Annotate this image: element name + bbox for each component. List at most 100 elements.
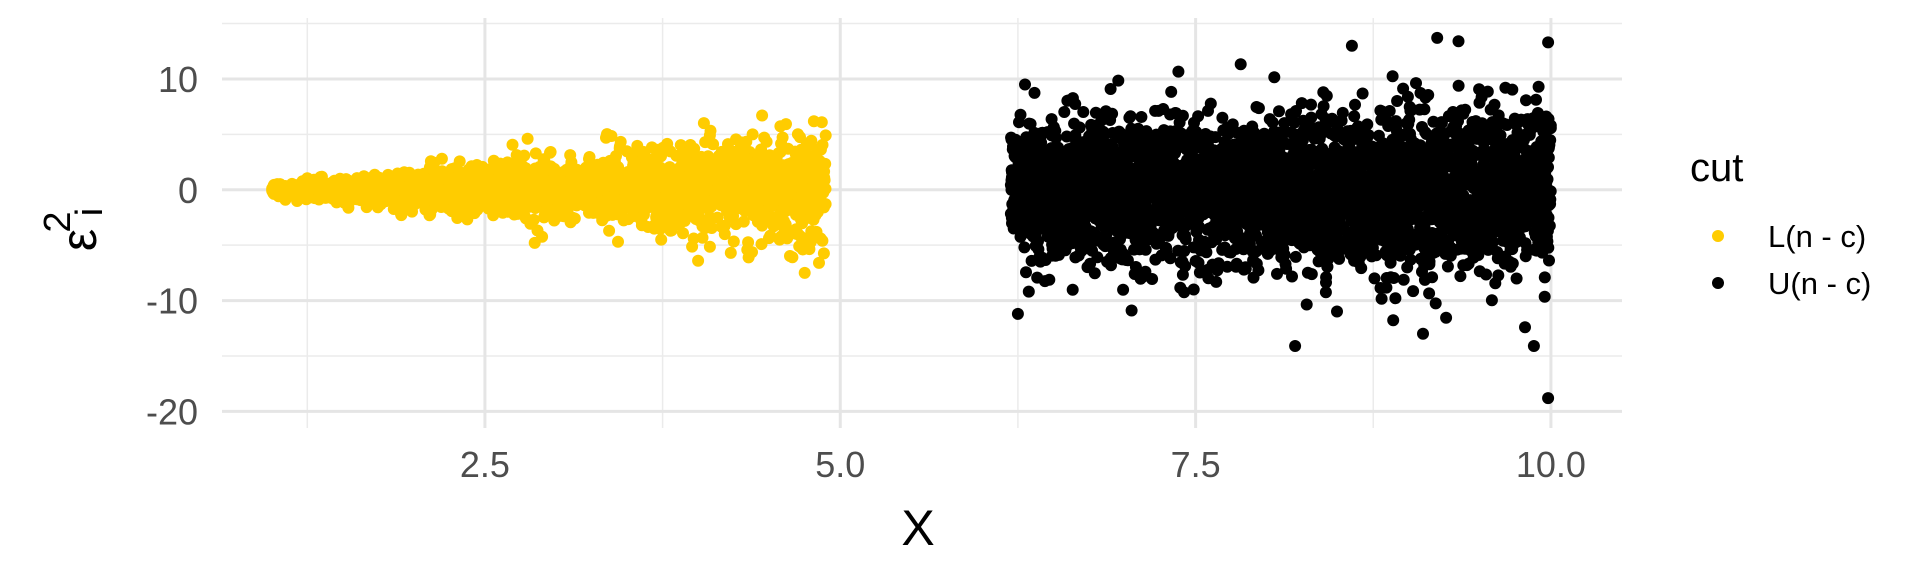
data-point <box>479 185 492 198</box>
data-point <box>530 170 543 182</box>
data-point <box>1247 271 1260 284</box>
data-point <box>1135 111 1148 123</box>
data-point <box>797 201 810 213</box>
data-point <box>724 246 737 259</box>
data-point <box>1419 126 1432 139</box>
data-point <box>685 177 698 190</box>
data-point <box>777 178 790 191</box>
data-point <box>819 129 832 142</box>
data-point <box>1139 243 1152 256</box>
data-point <box>808 157 820 170</box>
data-point <box>686 240 699 253</box>
data-point <box>790 223 803 236</box>
data-point <box>468 202 481 214</box>
data-point <box>1124 110 1137 123</box>
data-point <box>1066 283 1079 296</box>
data-point <box>1117 283 1130 296</box>
data-point <box>1263 113 1276 126</box>
data-point <box>674 198 687 210</box>
data-point <box>1414 252 1427 265</box>
data-point <box>580 189 593 202</box>
data-point <box>590 164 602 177</box>
data-point <box>531 224 544 237</box>
data-point <box>776 131 789 144</box>
data-point <box>819 182 832 195</box>
data-point <box>367 171 380 183</box>
data-point <box>780 192 793 205</box>
data-point <box>466 170 479 183</box>
data-point <box>790 208 802 221</box>
data-point <box>648 219 661 232</box>
data-point <box>331 176 344 189</box>
data-point <box>1387 314 1400 327</box>
data-point <box>693 204 706 217</box>
data-point <box>816 196 829 209</box>
data-point <box>1005 131 1018 144</box>
data-point <box>342 201 355 214</box>
data-point <box>754 176 767 188</box>
extreme-point-5 <box>521 132 534 145</box>
data-point <box>612 235 624 248</box>
data-point <box>645 141 658 154</box>
data-point <box>603 224 616 237</box>
data-point <box>1386 70 1399 83</box>
data-point <box>658 181 670 194</box>
data-point <box>567 173 580 186</box>
data-point <box>677 227 689 240</box>
data-point <box>1024 118 1037 130</box>
data-point <box>592 202 605 215</box>
extreme-point-4 <box>692 254 705 267</box>
data-point <box>601 128 613 141</box>
data-point <box>796 243 809 256</box>
data-point <box>807 213 820 226</box>
data-point <box>737 201 750 214</box>
data-point <box>1531 107 1544 119</box>
extreme-point-2 <box>798 266 811 279</box>
data-point <box>654 172 667 184</box>
data-point <box>616 182 628 195</box>
data-point <box>1188 116 1200 129</box>
data-point <box>1538 290 1551 303</box>
data-point <box>484 163 497 175</box>
data-point <box>745 161 758 174</box>
data-point <box>654 161 667 174</box>
data-point <box>379 195 392 208</box>
data-point <box>402 179 415 192</box>
data-point <box>1356 87 1369 100</box>
data-point <box>659 200 672 213</box>
data-point <box>1538 271 1551 284</box>
data-point <box>758 215 771 227</box>
data-point <box>271 184 284 197</box>
data-point <box>742 191 755 204</box>
data-point <box>755 159 768 172</box>
data-point <box>465 160 478 173</box>
data-point <box>696 231 709 244</box>
data-point <box>560 192 573 205</box>
data-point <box>655 233 668 246</box>
data-point <box>690 194 703 207</box>
data-point <box>740 135 753 148</box>
data-point <box>798 171 811 184</box>
data-point <box>537 160 550 173</box>
data-point <box>369 186 382 199</box>
data-point <box>1165 85 1178 98</box>
data-point <box>1202 104 1214 117</box>
data-point <box>503 166 516 179</box>
data-point <box>802 190 815 203</box>
series-1 <box>1004 31 1557 405</box>
data-point <box>617 214 630 227</box>
data-point <box>1273 105 1285 118</box>
data-point <box>712 154 725 167</box>
data-point <box>674 139 687 152</box>
extreme-point-1 <box>815 116 828 129</box>
data-point <box>312 179 325 191</box>
data-point <box>426 181 438 194</box>
data-point <box>445 205 458 218</box>
data-point <box>516 160 529 172</box>
data-point <box>633 174 646 187</box>
data-point <box>1349 98 1361 111</box>
data-point <box>1164 252 1177 265</box>
data-point <box>733 171 746 184</box>
data-point <box>664 223 677 236</box>
